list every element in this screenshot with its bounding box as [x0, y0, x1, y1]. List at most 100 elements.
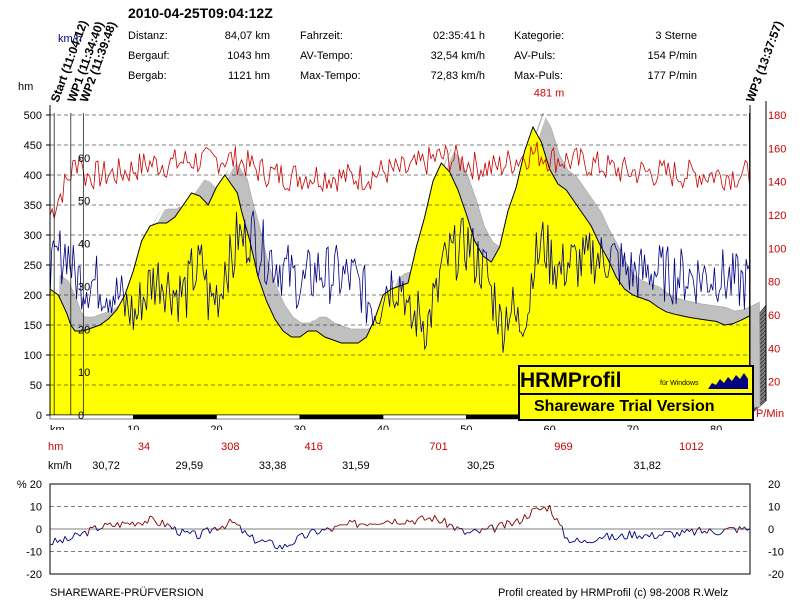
- gradient-line-segment: [744, 526, 748, 531]
- stat-label: Max-Puls:: [514, 70, 563, 82]
- hr-tick-label: 180: [768, 110, 786, 122]
- gradient-line-segment: [486, 525, 490, 530]
- gradient-line-segment: [719, 532, 723, 536]
- x-axis-title: km: [50, 424, 65, 430]
- gradient-line-segment: [169, 525, 173, 530]
- gradient-line-segment: [219, 525, 223, 529]
- gradient-line-segment: [199, 530, 203, 539]
- altitude-line: [49, 125, 750, 344]
- segment-altitude-value: 34: [137, 441, 151, 453]
- altitude-area: [50, 127, 750, 415]
- gradient-line-segment: [254, 541, 258, 544]
- km-bar-segment: [49, 414, 134, 420]
- gradient-line-segment: [331, 526, 336, 532]
- hr-tick-label: 160: [768, 143, 786, 155]
- gradient-line-segment: [449, 523, 453, 526]
- gradient-line-segment: [157, 524, 161, 527]
- gradient-line-segment: [429, 517, 433, 522]
- gradient-line-segment: [351, 519, 356, 523]
- altitude-axis-title: hm: [18, 81, 33, 93]
- altitude-tick-label: 400: [24, 170, 42, 182]
- gradient-line-segment: [726, 527, 730, 529]
- gradient-line-segment: [134, 522, 138, 527]
- gradient-line-segment: [674, 531, 678, 538]
- gradient-line-segment: [676, 531, 680, 537]
- gradient-line-segment: [659, 534, 663, 536]
- gradient-line-segment: [496, 522, 500, 528]
- gradient-line-segment: [127, 522, 131, 526]
- gradient-tick-label-left: -10: [26, 547, 42, 559]
- footer-shareware-label: SHAREWARE-PRÜFVERSION: [50, 587, 204, 599]
- gradient-line-segment: [474, 528, 478, 532]
- gradient-line-segment: [119, 521, 123, 528]
- gradient-line-segment: [356, 523, 361, 528]
- gradient-line-segment: [202, 528, 206, 531]
- gradient-line-segment: [534, 507, 538, 509]
- altitude-tick-label: 100: [24, 350, 42, 362]
- gradient-line-segment: [117, 522, 121, 528]
- gradient-tick-label-right: -20: [768, 569, 784, 581]
- gradient-line-segment: [314, 529, 318, 535]
- stat-label: Max-Tempo:: [300, 70, 361, 82]
- gradient-line-segment: [249, 534, 253, 538]
- gradient-line-segment: [69, 537, 73, 541]
- gradient-line-segment: [187, 531, 191, 534]
- gradient-line-segment: [259, 539, 263, 542]
- speed-tick-label: 30: [78, 281, 90, 293]
- gradient-line-segment: [297, 534, 301, 537]
- gradient-line-segment: [554, 518, 558, 521]
- gradient-line-segment: [299, 532, 303, 535]
- gradient-line-segment: [599, 536, 603, 540]
- gradient-line-segment: [521, 514, 526, 522]
- trial-text: Shareware Trial Version: [534, 398, 715, 415]
- gradient-line-segment: [721, 529, 725, 534]
- gradient-tick-label-left: % 20: [17, 479, 42, 491]
- gradient-line-segment: [102, 522, 106, 529]
- gradient-line-segment: [242, 530, 246, 534]
- page-title: 2010-04-25T09:04:12Z: [128, 5, 273, 21]
- gradient-line-segment: [711, 530, 715, 535]
- gradient-line-segment: [77, 533, 81, 537]
- gradient-line-segment: [54, 537, 58, 543]
- stat-value: 154 P/min: [647, 50, 697, 62]
- speed-tick-label: 60: [78, 153, 90, 165]
- altitude-tick-label: 250: [24, 260, 42, 272]
- segment-kmh-label: km/h: [48, 460, 72, 472]
- gradient-line-segment: [294, 535, 298, 544]
- gradient-line-segment: [197, 537, 200, 540]
- stat-value: 1121 hm: [228, 70, 270, 82]
- gradient-line-segment: [379, 523, 383, 525]
- gradient-line-segment: [406, 519, 411, 523]
- gradient-line-segment: [746, 528, 750, 531]
- gradient-line-segment: [684, 529, 688, 533]
- gradient-line-segment: [279, 544, 283, 550]
- stat-label: Bergab:: [128, 70, 167, 82]
- stat-label: AV-Tempo:: [300, 50, 353, 62]
- gradient-line-segment: [611, 533, 615, 540]
- gradient-line-segment: [551, 514, 555, 521]
- gradient-line-segment: [609, 533, 613, 541]
- gradient-line-segment: [184, 530, 188, 533]
- gradient-line-segment: [689, 528, 693, 532]
- gradient-line-segment: [494, 526, 498, 533]
- hr-tick-label: 60: [768, 310, 780, 322]
- gradient-line-segment: [691, 528, 695, 536]
- gradient-line-segment: [64, 536, 68, 541]
- gradient-line-segment: [421, 515, 426, 521]
- brand-name: HRMProfil: [520, 369, 622, 392]
- gradient-line-segment: [529, 508, 533, 518]
- gradient-line-segment: [679, 530, 683, 537]
- gradient-line-segment: [509, 521, 513, 527]
- gradient-line-segment: [569, 541, 573, 544]
- gradient-line-segment: [309, 528, 313, 532]
- segment-speed-value: 30,72: [92, 460, 120, 472]
- gradient-line-segment: [329, 529, 333, 532]
- gradient-line-segment: [456, 526, 460, 529]
- gradient-line-segment: [391, 518, 396, 525]
- speed-tick-label: 40: [78, 239, 90, 251]
- stat-value: 32,54 km/h: [430, 50, 485, 62]
- gradient-line-segment: [411, 520, 416, 525]
- hr-tick-label: 40: [768, 343, 780, 355]
- gradient-line-segment: [174, 526, 178, 535]
- gradient-line-segment: [434, 515, 438, 520]
